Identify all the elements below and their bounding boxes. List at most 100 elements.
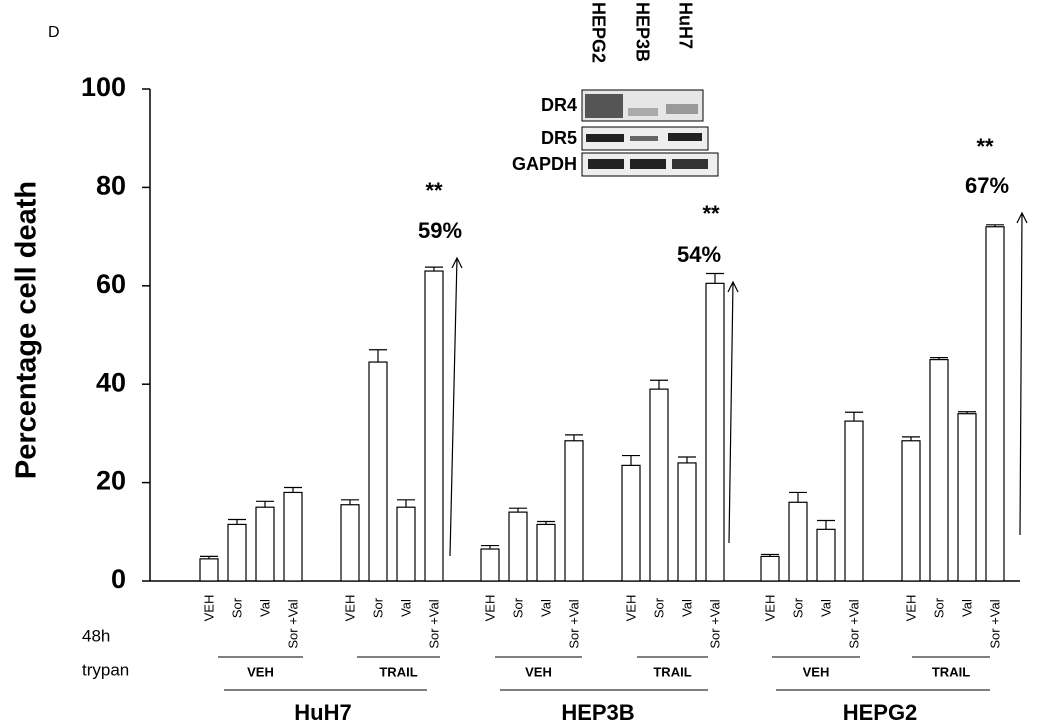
error-bar <box>425 266 443 272</box>
blot-band <box>585 94 623 118</box>
bar <box>227 523 247 582</box>
bar <box>957 413 977 582</box>
annotation: 54% <box>677 242 721 267</box>
x-tick-label: Sor <box>931 597 946 618</box>
row-label: trypan <box>82 660 129 679</box>
y-tick-label: 60 <box>96 269 126 299</box>
blot-lane-label: HEPG2 <box>588 2 608 63</box>
arrow <box>449 256 463 557</box>
error-bar <box>509 507 527 513</box>
error-bar <box>706 272 724 284</box>
x-tick-label: Sor <box>510 597 525 618</box>
x-tick-label: Sor +Val <box>846 599 861 648</box>
significance: ** <box>702 201 720 226</box>
bar <box>424 270 444 582</box>
significance: ** <box>425 178 443 203</box>
x-tick-label: VEH <box>482 595 497 622</box>
treatment-label: VEH <box>803 664 830 679</box>
annotation: 67% <box>965 173 1009 198</box>
bar <box>929 359 949 582</box>
blot-row-label: GAPDH <box>512 154 577 174</box>
y-tick-label: 0 <box>111 564 126 594</box>
arrow <box>1016 211 1028 536</box>
x-tick-label: Val <box>538 599 553 617</box>
bar <box>536 523 556 582</box>
blot-row-label: DR5 <box>541 128 577 148</box>
bar <box>283 491 303 582</box>
error-bar <box>256 500 274 508</box>
blot-row-label: DR4 <box>541 95 577 115</box>
bar <box>621 464 641 582</box>
x-tick-label: VEH <box>762 595 777 622</box>
error-bar <box>958 411 976 414</box>
x-tick-label: Sor +Val <box>426 599 441 648</box>
x-tick-label: Val <box>398 599 413 617</box>
error-bar <box>228 518 246 525</box>
row-label: 48h <box>82 626 110 645</box>
error-bar <box>845 411 863 422</box>
error-bar <box>397 499 415 508</box>
x-tick-label: VEH <box>342 595 357 622</box>
error-bar <box>284 486 302 493</box>
blot-lane-label: HuH7 <box>675 2 695 49</box>
error-bar <box>678 456 696 463</box>
western-blot <box>581 89 719 177</box>
blot-band <box>672 159 708 169</box>
error-bar <box>902 436 920 441</box>
treatment-label: TRAIL <box>932 664 970 679</box>
bar <box>901 440 921 582</box>
x-tick-label: Sor <box>370 597 385 618</box>
blot-band <box>628 108 658 116</box>
x-tick-label: Sor <box>229 597 244 618</box>
bar <box>508 511 528 582</box>
blot-lane-label: HEP3B <box>632 2 652 62</box>
y-tick-label: 40 <box>96 367 126 397</box>
annotation: 59% <box>418 218 462 243</box>
bar <box>677 462 697 582</box>
bar <box>199 558 219 582</box>
blot-band <box>586 134 624 142</box>
treatment-label: TRAIL <box>379 664 417 679</box>
error-bar <box>537 520 555 525</box>
error-bar <box>481 544 499 550</box>
blot-band <box>666 104 698 114</box>
bar <box>340 504 360 582</box>
group-label: HuH7 <box>294 700 351 725</box>
bar <box>368 361 388 582</box>
x-tick-label: Val <box>679 599 694 617</box>
x-tick-label: Val <box>818 599 833 617</box>
error-bar <box>622 454 640 466</box>
x-tick-label: Sor +Val <box>285 599 300 648</box>
group-label: HEPG2 <box>843 700 918 725</box>
x-tick-label: Sor <box>651 597 666 618</box>
group-label: HEP3B <box>561 700 634 725</box>
error-bar <box>930 357 948 360</box>
error-bar <box>200 555 218 559</box>
error-bar <box>369 349 387 363</box>
x-tick-label: Val <box>959 599 974 617</box>
error-bar <box>817 519 835 530</box>
bar <box>985 226 1005 582</box>
y-tick-label: 100 <box>81 72 126 102</box>
error-bar <box>986 224 1004 227</box>
error-bar <box>761 553 779 557</box>
error-bar <box>341 499 359 505</box>
error-bar <box>565 434 583 441</box>
bar <box>255 506 275 582</box>
x-tick-label: Val <box>257 599 272 617</box>
bar <box>816 528 836 582</box>
x-tick-label: Sor <box>790 597 805 618</box>
bar <box>564 440 584 582</box>
y-tick-label: 80 <box>96 171 126 201</box>
treatment-label: VEH <box>247 664 274 679</box>
x-tick-label: VEH <box>623 595 638 622</box>
panel-label: D <box>48 24 60 41</box>
x-tick-label: Sor +Val <box>707 599 722 648</box>
error-bar <box>789 491 807 503</box>
blot-band <box>630 159 666 169</box>
bar <box>760 555 780 582</box>
x-tick-label: VEH <box>903 595 918 622</box>
bar <box>649 388 669 582</box>
bar <box>396 506 416 582</box>
bar <box>844 420 864 582</box>
